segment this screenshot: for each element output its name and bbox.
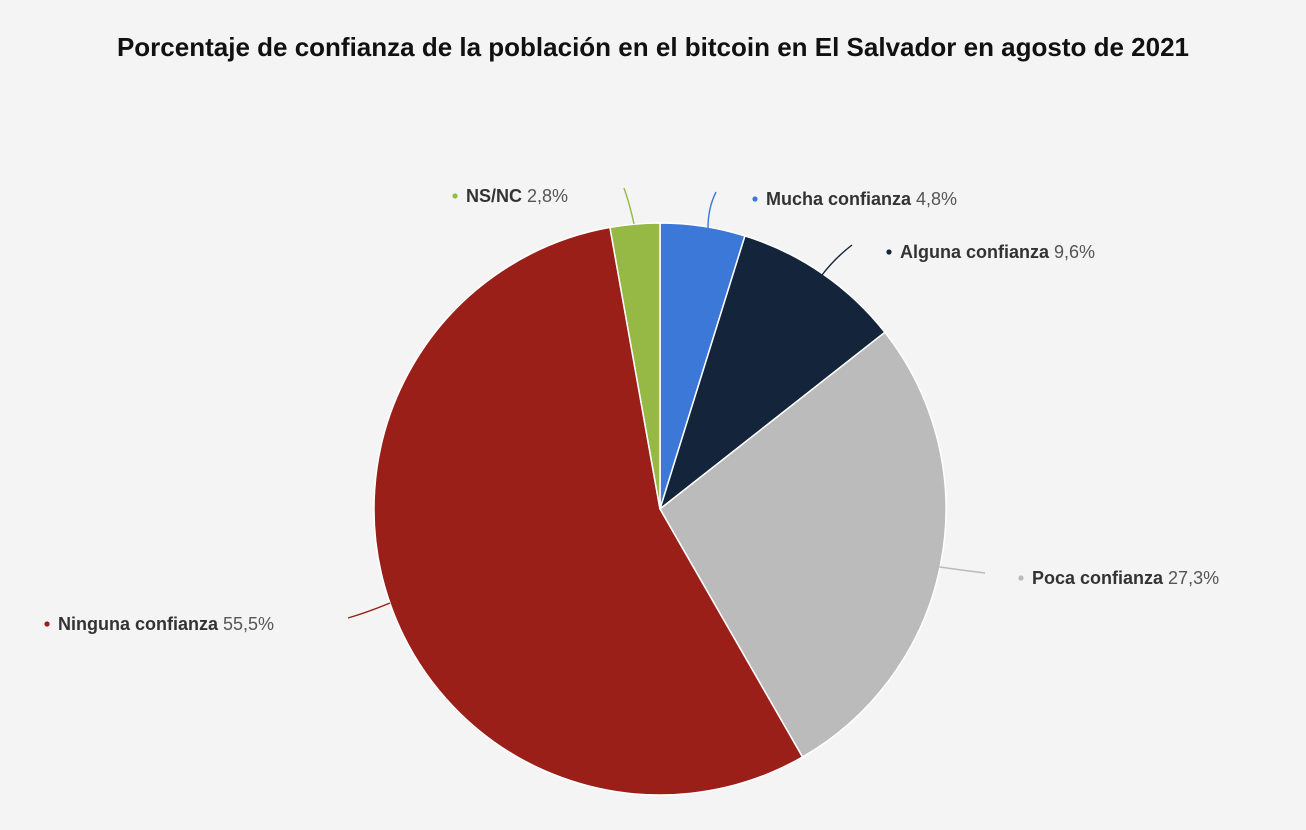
slice-label: Ninguna confianza 55,5%: [58, 614, 274, 634]
leader-line: [347, 602, 391, 619]
label-bullet-icon: [752, 196, 758, 202]
slice-label: Alguna confianza 9,6%: [900, 242, 1095, 262]
label-bullet-icon: [1018, 575, 1024, 581]
slice-labels: Mucha confianza 4,8% Alguna confianza 9,6…: [44, 186, 1219, 634]
slice-label-name: Poca confianza: [1032, 568, 1164, 588]
slice-label: Mucha confianza 4,8%: [766, 189, 957, 209]
slice-label-name: NS/NC: [466, 186, 522, 206]
slice-label-value: 27,3%: [1163, 568, 1219, 588]
leader-lines: [347, 187, 986, 619]
leader-line: [932, 565, 986, 574]
pie-slice-poca-confianza: [659, 331, 947, 759]
label-bullet-icon: [44, 621, 50, 627]
pie-slice-ns-nc: [609, 222, 661, 510]
label-bullet-icon: [886, 249, 892, 255]
slice-label-name: Ninguna confianza: [58, 614, 219, 634]
slice-label-value: 55,5%: [218, 614, 274, 634]
label-bullet-icon: [452, 193, 458, 199]
slice-label-name: Alguna confianza: [900, 242, 1050, 262]
slice-label-value: 2,8%: [522, 186, 568, 206]
slice-label-value: 4,8%: [911, 189, 957, 209]
pie-slice-ninguna-confianza: [373, 226, 804, 796]
leader-line: [623, 187, 635, 225]
pie-slices: [373, 222, 947, 796]
slice-label: Poca confianza 27,3%: [1032, 568, 1219, 588]
slice-label-value: 9,6%: [1049, 242, 1095, 262]
pie-slice-alguna-confianza: [658, 234, 886, 512]
leader-line: [821, 244, 853, 276]
slice-label: NS/NC 2,8%: [466, 186, 568, 206]
leader-line: [707, 191, 717, 229]
chart-title: Porcentaje de confianza de la población …: [116, 32, 1190, 62]
slice-label-name: Mucha confianza: [766, 189, 912, 209]
